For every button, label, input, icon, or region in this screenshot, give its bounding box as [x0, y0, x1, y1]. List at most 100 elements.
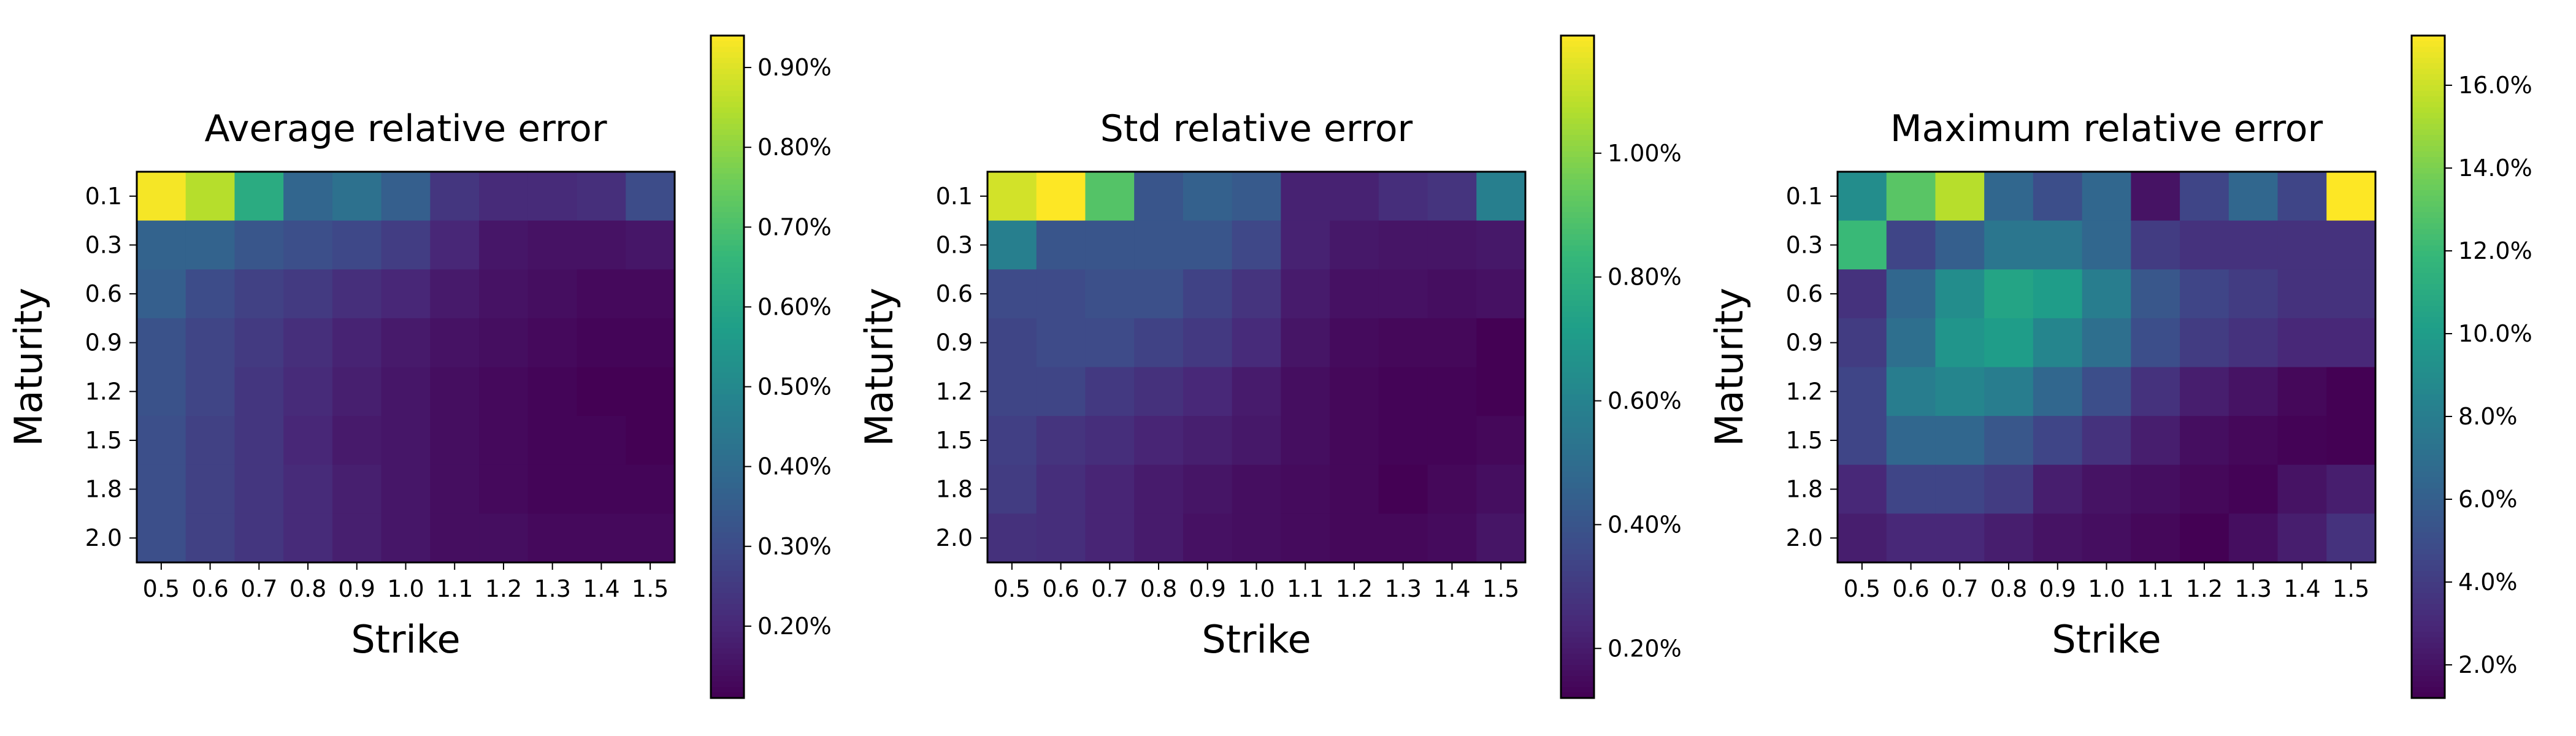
colorbar-segment [2412, 615, 2445, 621]
colorbar-tick-label: 2.0% [2458, 651, 2518, 678]
x-tick-label: 1.2 [1336, 575, 1373, 602]
heatmap-cell: 1.5 / 0.6: 6.5% [1886, 416, 1936, 466]
heatmap-cell: 1.5 / 1.4: 1.3% [2277, 416, 2327, 466]
colorbar-segment [1561, 659, 1594, 665]
colorbar-segment [711, 58, 744, 64]
heatmap-cell: 0.9 / 0.5: 0.34% [987, 318, 1037, 368]
heatmap-cell: 1.5 / 0.6: 0.27% [185, 416, 236, 466]
colorbar-segment [2412, 383, 2445, 389]
colorbar-segment [1561, 118, 1594, 125]
heatmap-cell: 1.8 / 1.3: 0.12% [527, 464, 578, 514]
x-tick-label: 1.5 [1482, 575, 1519, 602]
colorbar-segment [711, 345, 744, 351]
heatmap-cell: 0.3 / 1.5: 0.16% [626, 220, 675, 270]
colorbar-segment [1561, 245, 1594, 251]
heatmap-cell: 0.9 / 0.5: 4% [1838, 318, 1887, 368]
heatmap-cell: 0.9 / 1.4: 0.14% [1427, 318, 1477, 368]
colorbar-segment [711, 450, 744, 456]
heatmap-cell: 1.5 / 1.5: 0.14% [1476, 416, 1526, 466]
colorbar-segment [711, 168, 744, 174]
colorbar-segment [2412, 256, 2445, 263]
colorbar-segment [2412, 681, 2445, 688]
heatmap-cell: 0.6 / 1.3: 4% [2228, 269, 2279, 319]
heatmap-cell: 1.2 / 1.3: 2% [2228, 367, 2279, 416]
colorbar-tick-label: 0.50% [757, 374, 832, 401]
heatmap-cell: 1.5 / 0.8: 5.5% [1984, 416, 2034, 466]
colorbar-segment [2412, 339, 2445, 345]
colorbar-segment [2412, 196, 2445, 202]
colorbar-segment [2412, 554, 2445, 561]
heatmap-cell: 2.0 / 1.0: 0.16% [1232, 513, 1281, 563]
colorbar-segment [1561, 262, 1594, 268]
heatmap-cell: 1.2 / 0.7: 0.24% [234, 367, 284, 416]
heatmap-cell: 2.0 / 1.4: 0.13% [577, 513, 626, 563]
colorbar-segment [1561, 367, 1594, 373]
colorbar-segment [711, 289, 744, 296]
colorbar-segment [1561, 168, 1594, 174]
heatmap-cell: 1.5 / 1.1: 0.16% [1281, 416, 1330, 466]
colorbar-segment [1561, 444, 1594, 450]
heatmap-cell: 1.5 / 1.4: 0.13% [1427, 416, 1477, 466]
heatmap-cell: 0.9 / 1.0: 0.17% [381, 318, 431, 368]
colorbar-segment [1561, 505, 1594, 511]
colorbar-segment [1561, 400, 1594, 406]
colorbar-segment [2412, 185, 2445, 191]
colorbar-segment [2412, 400, 2445, 406]
colorbar-segment [1561, 229, 1594, 235]
colorbar-segment [2412, 63, 2445, 69]
x-tick-label: 1.2 [2186, 575, 2223, 602]
heatmap-cell: 2.0 / 1.4: 2.5% [2277, 513, 2327, 563]
heatmap-cell: 0.6 / 0.9: 10% [2033, 269, 2083, 319]
colorbar-segment [711, 151, 744, 158]
x-tick-label: 0.9 [339, 575, 375, 602]
colorbar-segment [711, 433, 744, 439]
colorbar-segment [711, 422, 744, 428]
heatmap-cell: 1.5 / 0.7: 0.24% [234, 416, 284, 466]
colorbar-segment [1561, 157, 1594, 163]
colorbar-segment [2412, 157, 2445, 163]
colorbar-segment [2412, 118, 2445, 125]
heatmap-cell: 0.1 / 0.6: 1.19% [1036, 172, 1086, 221]
colorbar-segment [1561, 361, 1594, 367]
y-axis-label: Maturity [857, 288, 902, 447]
heatmap-cell: 2.0 / 0.9: 2% [2033, 513, 2083, 563]
heatmap-cell: 1.8 / 0.7: 4.5% [1935, 464, 1985, 514]
colorbar-segment [711, 52, 744, 58]
y-tick-label: 1.2 [1786, 378, 1823, 405]
colorbar-segment [711, 378, 744, 384]
y-tick-label: 0.6 [1786, 280, 1823, 307]
heatmap-cell: 1.5 / 0.9: 4.5% [2033, 416, 2083, 466]
colorbar-segment [711, 96, 744, 102]
colorbar-segment [711, 174, 744, 180]
heatmap-cell: 1.8 / 0.5: 0.31% [137, 464, 186, 514]
colorbar-segment [2412, 444, 2445, 450]
heatmap-cell: 1.2 / 1.0: 0.16% [381, 367, 431, 416]
colorbar-segment [1561, 256, 1594, 263]
heatmap-cell: 1.5 / 1.3: 0.13% [1378, 416, 1428, 466]
colorbar-segment [2412, 582, 2445, 588]
colorbar-segment [711, 499, 744, 505]
colorbar-tick-label: 0.60% [757, 293, 832, 320]
heatmap-cell: 1.2 / 1.5: 1.2% [2326, 367, 2376, 416]
heatmap-cell: 1.5 / 0.8: 0.2% [283, 416, 333, 466]
heatmap-cell: 1.8 / 0.7: 0.24% [234, 464, 284, 514]
heatmap-cell: 1.2 / 1.0: 5% [2082, 367, 2131, 416]
colorbar-segment [711, 367, 744, 373]
heatmap-cell: 0.3 / 1.3: 3.5% [2228, 220, 2279, 270]
colorbar-segment [1561, 102, 1594, 108]
heatmap-cell: 0.9 / 1.5: 0.12% [1476, 318, 1526, 368]
y-tick-label: 0.3 [936, 231, 973, 258]
colorbar-segment [711, 256, 744, 263]
heatmap-cell: 2.0 / 1.2: 0.14% [479, 513, 529, 563]
colorbar-segment [711, 323, 744, 329]
heatmap-cell: 1.8 / 0.8: 0.21% [283, 464, 333, 514]
colorbar-segment [711, 383, 744, 389]
colorbar-segment [711, 510, 744, 516]
heatmap-cell: 1.2 / 1.3: 0.13% [1378, 367, 1428, 416]
colorbar-tick-label: 0.40% [1608, 511, 1682, 538]
colorbar-segment [1561, 47, 1594, 53]
heatmap-cell: 1.5 / 0.7: 6.5% [1935, 416, 1985, 466]
colorbar-segment [711, 505, 744, 511]
heatmap-cell: 0.3 / 1.1: 0.22% [1281, 220, 1330, 270]
heatmap-cell: 0.6 / 1.1: 0.17% [430, 269, 480, 319]
